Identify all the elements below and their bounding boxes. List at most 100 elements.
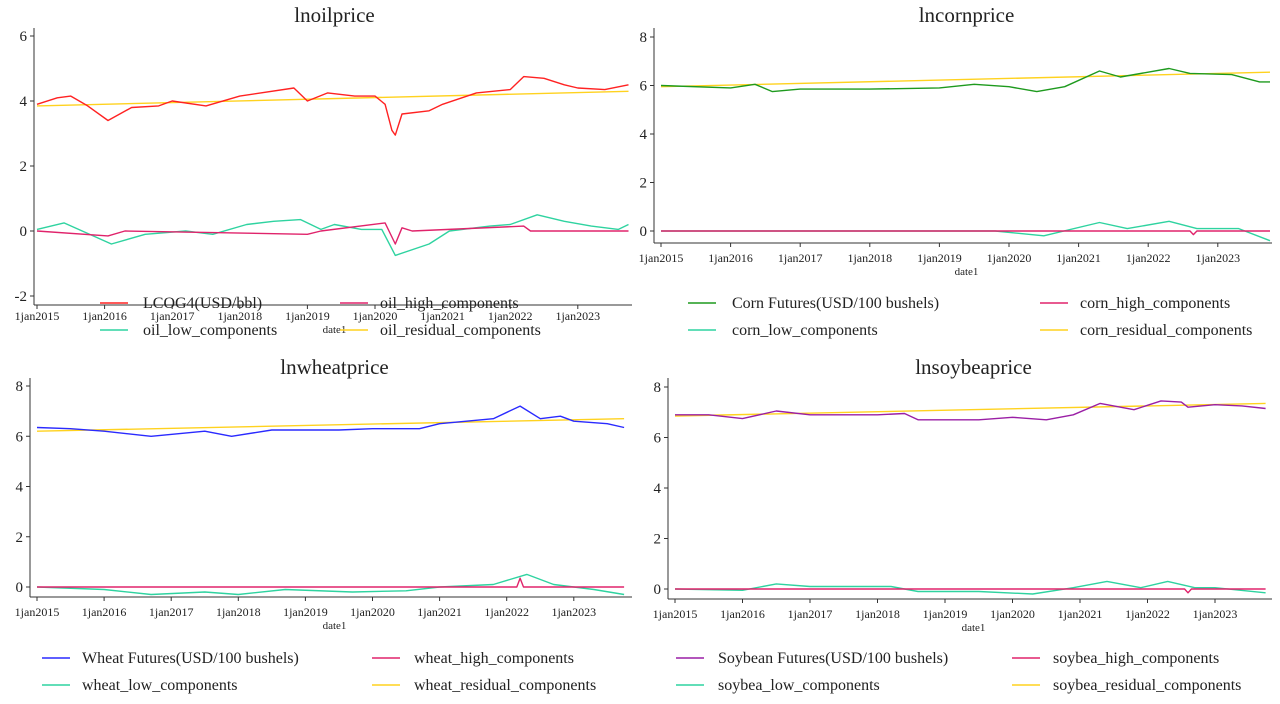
x-tick-label: 1jan2023 <box>555 309 600 323</box>
y-tick-label: 0 <box>20 224 28 240</box>
y-tick-label: 6 <box>20 29 28 45</box>
y-tick-label: 4 <box>654 481 662 497</box>
x-tick-label: 1jan2019 <box>923 607 968 621</box>
x-tick-label: 1jan2020 <box>987 251 1032 265</box>
series-line-soybea_residual_components <box>674 402 1266 417</box>
series-line-wheat_high_components <box>37 577 625 588</box>
x-axis-label: date1 <box>962 622 986 634</box>
x-tick-label: 1jan2021 <box>417 605 462 619</box>
x-axis-label: date1 <box>323 620 347 632</box>
series-line-soybea_low_components <box>674 580 1266 595</box>
legend-label: corn_high_components <box>1080 295 1230 312</box>
legend-label: oil_low_components <box>143 322 277 339</box>
x-tick-label: 1jan2018 <box>217 309 262 323</box>
y-tick-label: 4 <box>20 94 28 110</box>
series-line-wheat_low_components <box>36 573 625 596</box>
legend-label: soybea_residual_components <box>1053 677 1241 694</box>
x-tick-label: 1jan2017 <box>788 607 833 621</box>
x-tick-label: 1jan2015 <box>15 309 60 323</box>
x-tick-label: 1jan2021 <box>1058 607 1103 621</box>
x-tick-label: 1jan2017 <box>150 309 195 323</box>
legend-label: oil_residual_components <box>380 322 541 339</box>
legend-label: wheat_high_components <box>414 650 574 667</box>
legend-label: Wheat Futures(USD/100 bushels) <box>82 650 299 667</box>
legend-label: LCOG4(USD/bbl) <box>143 295 262 312</box>
chart-panel-lncornprice: lncornprice 8 6 4 2 0 1jan2015 1jan2016 1jan2017… <box>639 3 1272 339</box>
y-tick-label: 2 <box>16 530 24 546</box>
legend-label: Soybean Futures(USD/100 bushels) <box>718 650 948 667</box>
x-tick-label: 1jan2016 <box>82 309 127 323</box>
legend-label: corn_residual_components <box>1080 322 1252 339</box>
chart-title: lnsoybeaprice <box>915 355 1032 379</box>
series-line-corn_residual_components <box>660 71 1271 88</box>
series-line-Soybean Futures(USD/100 bushels) <box>675 400 1266 421</box>
x-tick-label: 1jan2023 <box>1195 251 1240 265</box>
series-line-corn_high_components <box>661 230 1270 236</box>
y-tick-label: -2 <box>15 289 28 305</box>
y-tick-label: 8 <box>654 380 662 396</box>
chart-title: lnoilprice <box>294 3 374 27</box>
y-tick-label: 4 <box>640 127 648 143</box>
x-tick-label: 1jan2022 <box>1125 607 1170 621</box>
series-line-wheat_residual_components <box>36 418 625 432</box>
x-tick-label: 1jan2021 <box>1056 251 1101 265</box>
series-line-soybea_high_components <box>675 588 1266 594</box>
x-tick-label: 1jan2017 <box>149 605 194 619</box>
y-tick-label: 6 <box>16 429 24 445</box>
x-tick-label: 1jan2016 <box>82 605 127 619</box>
x-axis-label: date1 <box>955 266 979 278</box>
legend-label: Corn Futures(USD/100 bushels) <box>732 295 939 312</box>
chart-panel-lnoilprice: lnoilprice 6 4 2 0 -2 1jan2015 1jan2016 1jan2017… <box>15 3 632 339</box>
series-line-oil_high_components <box>36 222 629 245</box>
series-line-Corn Futures(USD/100 bushels) <box>660 67 1270 93</box>
legend-label: soybea_high_components <box>1053 650 1219 667</box>
x-tick-label: 1jan2020 <box>353 309 398 323</box>
y-tick-label: 2 <box>654 532 662 548</box>
y-tick-label: 6 <box>640 79 648 95</box>
y-tick-label: 4 <box>16 480 24 496</box>
x-tick-label: 1jan2023 <box>1193 607 1238 621</box>
x-tick-label: 1jan2017 <box>778 251 823 265</box>
x-tick-label: 1jan2018 <box>855 607 900 621</box>
legend-label: corn_low_components <box>732 322 878 339</box>
chart-panel-lnsoybeaprice: lnsoybeaprice 8 6 4 2 0 1jan2015 1jan2016 1jan20… <box>653 355 1272 694</box>
y-tick-label: 2 <box>20 159 28 175</box>
series-line-oil_residual_components <box>36 90 629 107</box>
x-tick-label: 1jan2015 <box>15 605 60 619</box>
x-tick-label: 1jan2016 <box>720 607 765 621</box>
series-line-Wheat Futures(USD/100 bushels) <box>36 405 625 438</box>
x-tick-label: 1jan2018 <box>847 251 892 265</box>
series-line-oil_low_components <box>36 214 629 257</box>
x-axis-label: date1 <box>323 324 347 336</box>
x-tick-label: 1jan2020 <box>990 607 1035 621</box>
x-tick-label: 1jan2022 <box>484 605 529 619</box>
x-tick-label: 1jan2022 <box>1126 251 1171 265</box>
chart-title: lnwheatprice <box>280 355 388 379</box>
x-tick-label: 1jan2019 <box>917 251 962 265</box>
y-tick-label: 0 <box>654 582 662 598</box>
chart-title: lncornprice <box>919 3 1015 27</box>
legend-label: wheat_low_components <box>82 677 238 694</box>
y-tick-label: 0 <box>640 224 648 240</box>
y-tick-label: 0 <box>16 580 24 596</box>
y-tick-label: 8 <box>640 30 648 46</box>
chart-panel-lnwheatprice: lnwheatprice 8 6 4 2 0 1jan2015 1jan2016 1jan201… <box>15 355 632 694</box>
x-tick-label: 1jan2021 <box>420 309 465 323</box>
x-tick-label: 1jan2019 <box>283 605 328 619</box>
x-tick-label: 1jan2023 <box>551 605 596 619</box>
series-line-LCOG4(USD/bbl) <box>36 75 629 136</box>
x-tick-label: 1jan2018 <box>216 605 261 619</box>
x-tick-label: 1jan2016 <box>708 251 753 265</box>
y-tick-label: 8 <box>16 379 24 395</box>
series-line-corn_low_components <box>661 220 1271 242</box>
x-tick-label: 1jan2019 <box>285 309 330 323</box>
x-tick-label: 1jan2022 <box>488 309 533 323</box>
legend-label: wheat_residual_components <box>414 677 596 694</box>
y-tick-label: 6 <box>654 431 662 447</box>
x-tick-label: 1jan2020 <box>350 605 395 619</box>
legend-label: soybea_low_components <box>718 677 880 694</box>
x-tick-label: 1jan2015 <box>653 607 698 621</box>
x-tick-label: 1jan2015 <box>639 251 684 265</box>
